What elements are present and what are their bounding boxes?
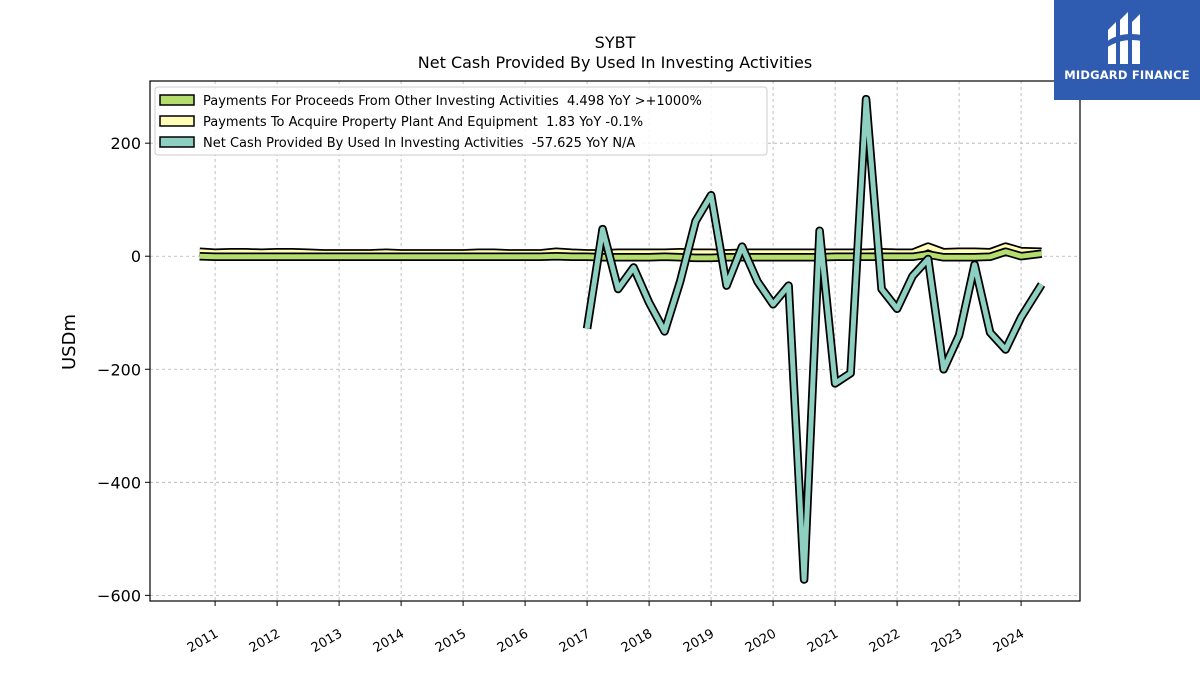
x-tick-label: 2015 bbox=[433, 626, 469, 656]
x-tick-label: 2019 bbox=[681, 626, 717, 656]
x-tick-label: 2014 bbox=[371, 626, 407, 656]
x-tick-label: 2013 bbox=[309, 626, 345, 656]
y-axis-label: USDm bbox=[59, 314, 80, 370]
logo-mark-icon bbox=[1106, 12, 1146, 64]
x-tick-label: 2024 bbox=[991, 626, 1027, 656]
y-tick-label: 200 bbox=[110, 134, 141, 153]
legend-label: Net Cash Provided By Used In Investing A… bbox=[203, 136, 635, 151]
series-layer bbox=[199, 94, 1046, 584]
legend-swatch bbox=[159, 136, 195, 148]
chart-title: Net Cash Provided By Used In Investing A… bbox=[418, 53, 812, 72]
legend-swatch bbox=[159, 94, 195, 106]
x-tick-label: 2020 bbox=[743, 626, 779, 656]
y-axis-ticks: 200 0 −200 −400 −600 bbox=[97, 134, 150, 605]
x-tick-label: 2012 bbox=[247, 626, 283, 656]
x-tick-label: 2016 bbox=[495, 626, 531, 656]
x-tick-label: 2021 bbox=[805, 626, 841, 656]
y-tick-label: −400 bbox=[97, 473, 141, 492]
y-tick-label: −200 bbox=[97, 360, 141, 379]
legend-label: Payments To Acquire Property Plant And E… bbox=[203, 115, 643, 130]
series-line-0 bbox=[199, 249, 1042, 261]
x-tick-label: 2022 bbox=[867, 626, 903, 656]
x-tick-label: 2018 bbox=[619, 626, 655, 656]
y-tick-label: −600 bbox=[97, 586, 141, 605]
chart-ticker: SYBT bbox=[595, 33, 636, 52]
series-line-2 bbox=[584, 96, 1044, 582]
x-axis-ticks: 2011 2012 2013 2014 2015 2016 2017 2018 2019 2020… bbox=[185, 601, 1027, 656]
brand-logo: MIDGARD FINANCE bbox=[1054, 0, 1200, 100]
y-tick-label: 0 bbox=[131, 247, 141, 266]
plot-frame bbox=[149, 80, 1081, 602]
logo-text: MIDGARD FINANCE bbox=[1064, 68, 1190, 82]
x-tick-label: 2017 bbox=[557, 626, 593, 656]
x-tick-label: 2023 bbox=[929, 626, 965, 656]
x-tick-label: 2011 bbox=[185, 626, 221, 656]
legend: Payments For Proceeds From Other Investi… bbox=[154, 86, 768, 156]
legend-swatch bbox=[159, 115, 195, 127]
legend-label: Payments For Proceeds From Other Investi… bbox=[203, 94, 702, 109]
legend-box bbox=[154, 86, 768, 156]
